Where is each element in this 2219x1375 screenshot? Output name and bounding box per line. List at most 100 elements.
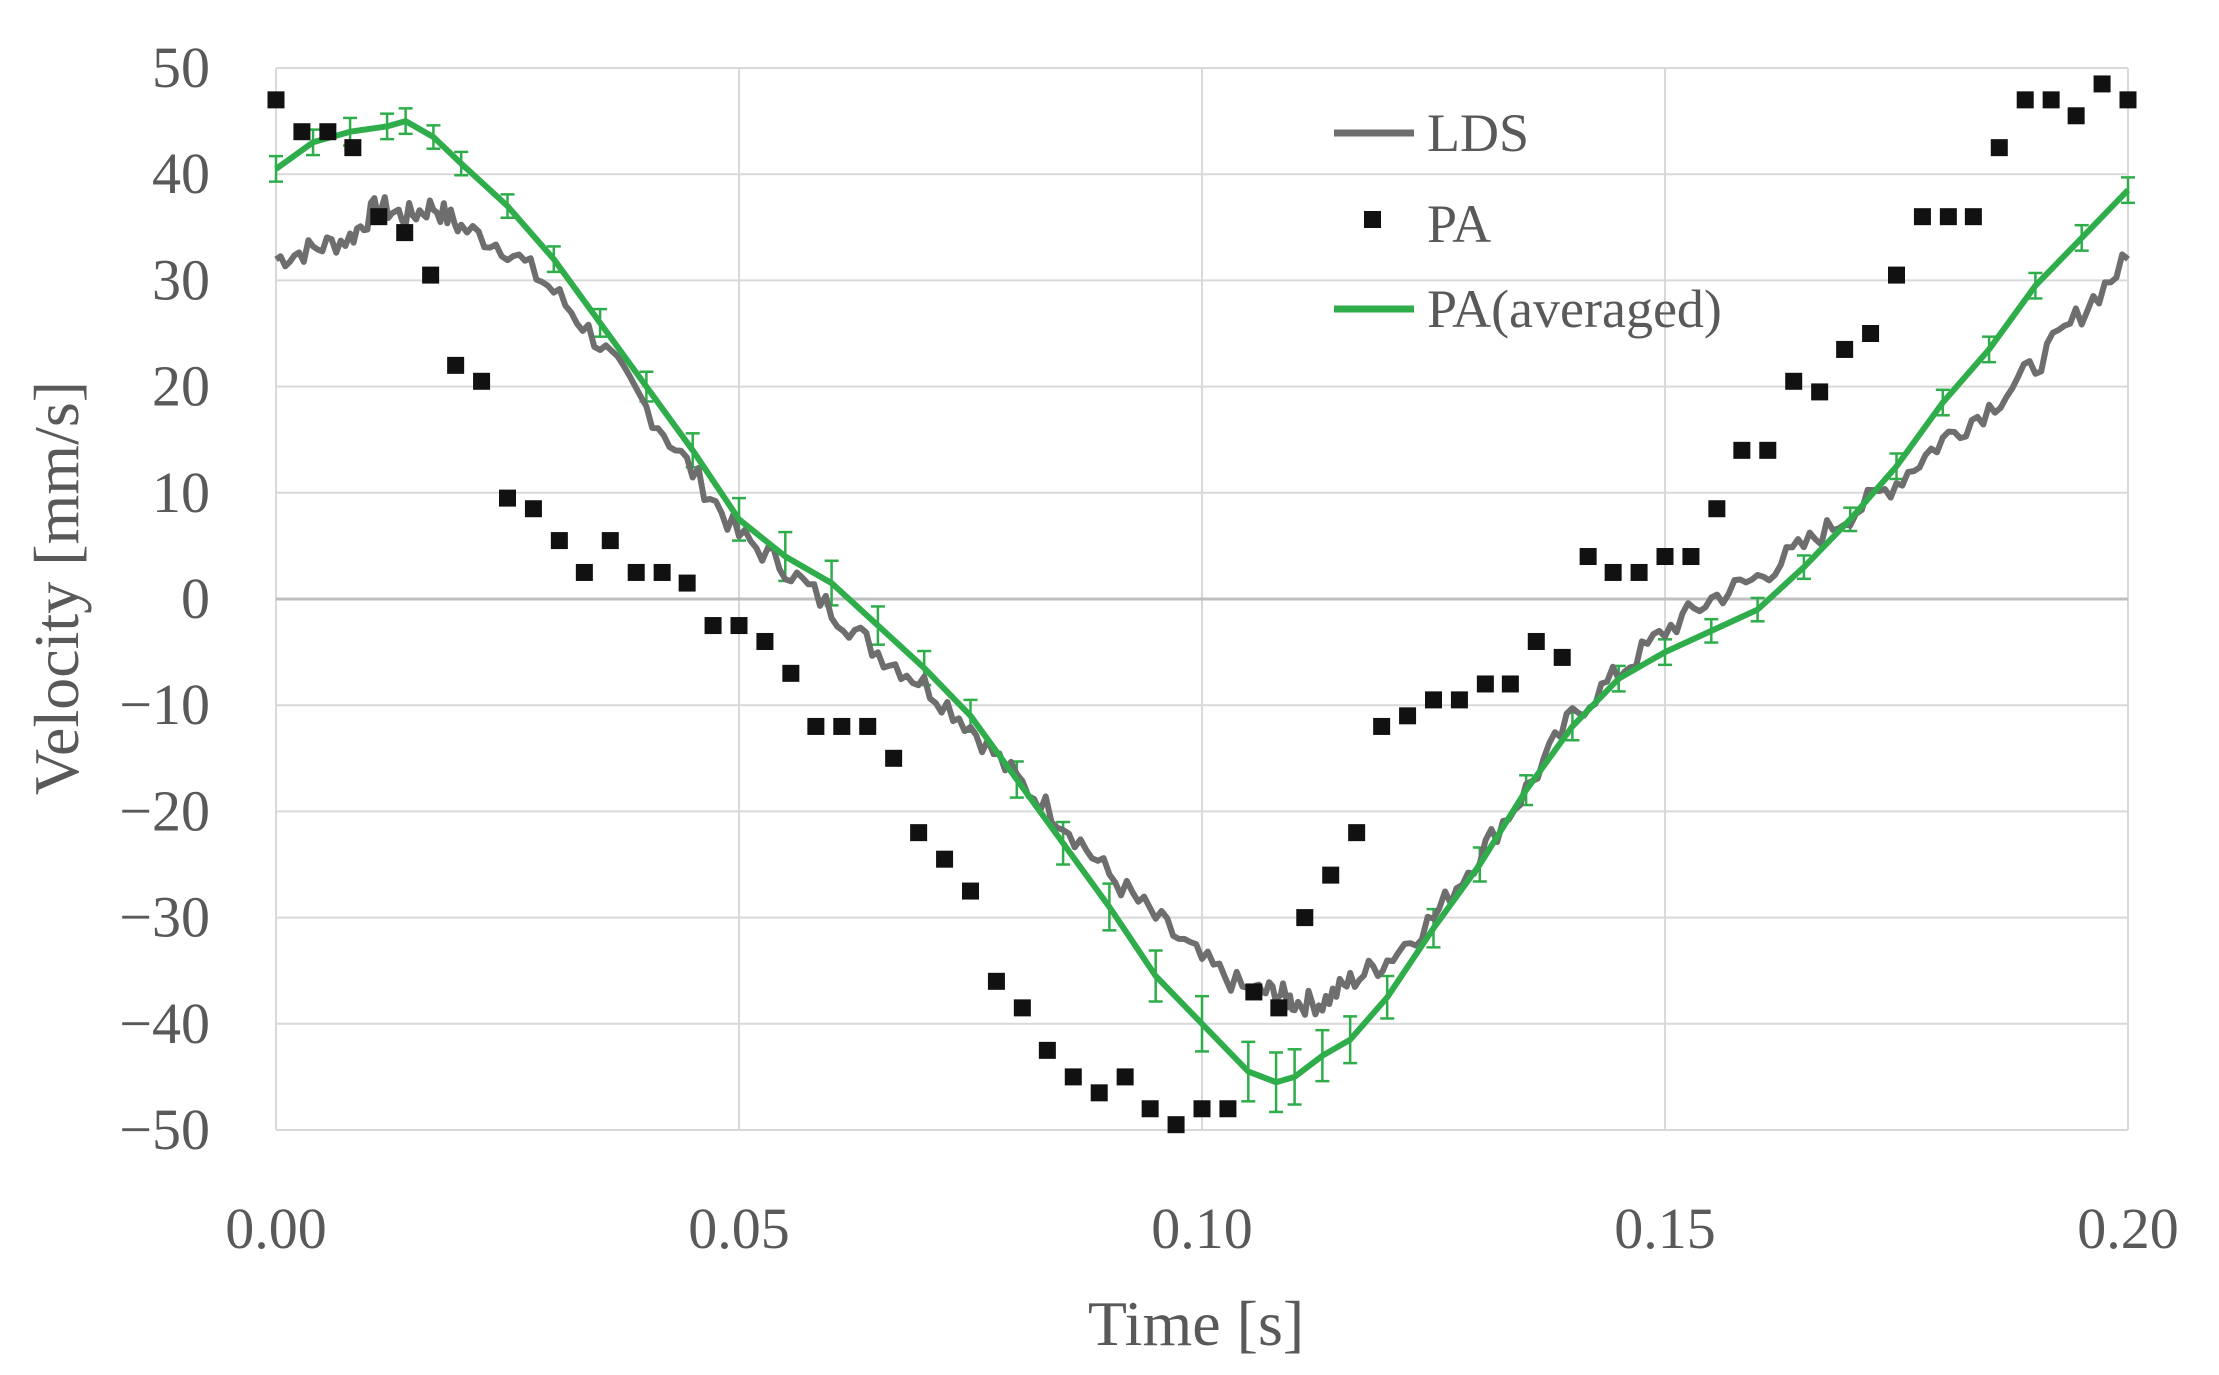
x-tick-label: 0.05 (688, 1196, 790, 1261)
pa-point (1527, 632, 1545, 650)
pa-point (1913, 208, 1931, 226)
pa-point (756, 632, 774, 650)
pa-point (1245, 983, 1263, 1001)
pa-point (678, 574, 696, 592)
legend-lds-label: LDS (1427, 103, 1529, 163)
pa-point (1038, 1041, 1056, 1059)
pa-point (575, 563, 593, 581)
pa-point (1733, 441, 1751, 459)
pa-point (1348, 824, 1366, 842)
x-tick-label: 0.00 (225, 1196, 327, 1261)
pa-point (1862, 325, 1880, 342)
pa-point (1501, 675, 1519, 693)
y-tick-label: −50 (119, 1097, 210, 1162)
pa-point (833, 717, 851, 735)
y-tick-label: 20 (152, 354, 210, 419)
pa-point (1811, 383, 1829, 401)
pa-point (1888, 266, 1905, 284)
pa-point (422, 266, 440, 284)
pa-point (962, 882, 979, 900)
pa-point (730, 617, 748, 635)
pa-averaged-line (274, 118, 2131, 1086)
y-axis-title: Velocity [mm/s] (21, 381, 92, 795)
pa-point (1964, 208, 1982, 226)
pa-point (293, 123, 311, 141)
pa-point (885, 749, 903, 767)
pa-point (1373, 717, 1391, 735)
pa-point (447, 356, 465, 374)
pa-point (1450, 691, 1468, 709)
y-tick-label: −30 (119, 885, 210, 950)
pa-point (1116, 1068, 1134, 1086)
pa-point (550, 532, 568, 550)
pa-point (524, 500, 542, 518)
y-tick-label: 50 (152, 35, 210, 100)
pa-point (1939, 208, 1957, 226)
pa-point (2016, 91, 2034, 109)
pa-point (987, 972, 1005, 990)
pa-point (1193, 1100, 1211, 1118)
pa-point (396, 224, 414, 242)
y-tick-label: 0 (181, 566, 210, 631)
pa-point (1167, 1116, 1185, 1134)
pa-point (1785, 372, 1803, 390)
pa-point (473, 372, 491, 390)
pa-point (319, 123, 337, 141)
pa-point (1322, 866, 1340, 884)
pa-averaged-series (274, 118, 2131, 1086)
x-tick-label: 0.20 (2077, 1196, 2179, 1261)
x-axis-title: Time [s] (1088, 1288, 1304, 1359)
pa-point (2067, 107, 2085, 125)
pa-point (2093, 75, 2111, 93)
x-tick-label: 0.10 (1151, 1196, 1253, 1261)
pa-point (1219, 1100, 1237, 1118)
pa-point (2042, 91, 2060, 109)
pa-point (1630, 563, 1648, 581)
pa-point (1682, 548, 1700, 566)
pa-point (1759, 441, 1777, 459)
pa-point (653, 563, 671, 581)
lds-line (274, 194, 2130, 1018)
y-tick-label: 30 (152, 247, 210, 312)
pa-point (267, 91, 285, 109)
y-tick-label: −20 (119, 778, 210, 843)
pa-point (1296, 909, 1314, 927)
legend-pa-averaged-label: PA(averaged) (1427, 279, 1722, 339)
y-axis-ticks: −50 −40 −30 −20 −10 0 10 20 30 40 50 (119, 35, 210, 1162)
pa-point (704, 617, 722, 635)
pa-point (1656, 548, 1674, 566)
pa-point (807, 717, 825, 735)
pa-point (1013, 999, 1031, 1017)
pa-point (627, 563, 645, 581)
pa-point (1425, 691, 1442, 709)
pa-point (1708, 500, 1726, 518)
x-tick-label: 0.15 (1614, 1196, 1716, 1261)
y-tick-label: −40 (119, 991, 210, 1056)
pa-point (910, 824, 928, 842)
pa-point (859, 717, 877, 735)
pa-series (267, 75, 2137, 1134)
pa-point (1579, 548, 1597, 566)
pa-point (936, 850, 954, 868)
legend-pa-label: PA (1427, 194, 1491, 254)
pa-point (1270, 999, 1288, 1017)
pa-point (370, 208, 388, 226)
legend-pa-swatch (1364, 211, 1381, 228)
y-tick-label: 40 (152, 141, 210, 206)
y-tick-label: −10 (119, 672, 210, 737)
pa-point (1604, 563, 1622, 581)
pa-point (344, 139, 362, 157)
pa-point (2119, 91, 2137, 109)
pa-point (1141, 1100, 1159, 1118)
pa-point (499, 489, 516, 507)
pa-point (1090, 1084, 1108, 1102)
pa-point (1990, 139, 2008, 157)
pa-point (601, 532, 619, 550)
pa-point (1553, 648, 1571, 666)
y-tick-label: 10 (152, 460, 210, 525)
legend: LDS PA PA(averaged) (1334, 103, 1722, 339)
pa-point (1399, 707, 1417, 725)
x-axis-ticks: 0.00 0.05 0.10 0.15 0.20 (225, 1196, 2179, 1261)
